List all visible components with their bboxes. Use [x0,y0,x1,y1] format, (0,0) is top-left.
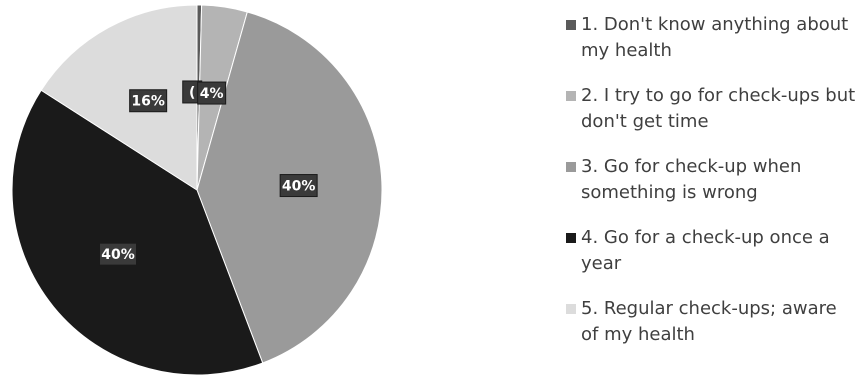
data-label-box-4 [99,242,138,266]
legend-item-4: 4. Go for a check-up once a year [566,225,858,296]
data-label-1: ( [182,80,203,104]
legend-item-3: 3. Go for check-up when something is wro… [566,154,858,225]
legend-label-3: 3. Go for check-up when something is wro… [581,156,802,203]
legend-item-2: 2. I try to go for check-ups but don't g… [566,83,858,154]
pie-slices [11,4,383,376]
legend-item-1: 1. Don't know anything about my health [566,12,858,83]
legend-label-5: 5. Regular check-ups; aware of my health [581,298,837,345]
legend-label-2: 2. I try to go for check-ups but don't g… [581,85,856,132]
legend-swatch-3 [566,162,576,172]
data-label-text-1: ( [189,85,195,101]
legend-item-5: 5. Regular check-ups; aware of my health [566,296,858,367]
data-label-text-5: 16% [131,94,165,110]
pie-slice-4 [11,89,264,376]
legend: 1. Don't know anything about my health 2… [566,12,858,367]
pie-chart: (4% 40% 40% 16% [11,4,383,376]
data-label-box-5 [129,89,168,113]
data-label-3: 40% [279,174,318,198]
legend-swatch-1 [566,20,576,30]
pie-data-labels: (4% 40% 40% 16% [99,80,318,266]
data-label-text-4: 40% [101,247,135,263]
data-label-box-3 [279,174,318,198]
data-label-box-2 [197,81,227,105]
pie-slice-5 [40,4,198,191]
legend-swatch-2 [566,91,576,101]
data-label-text-2: 4% [200,86,224,102]
data-label-4: 40% [99,242,138,266]
legend-swatch-4 [566,233,576,243]
legend-swatch-5 [566,304,576,314]
legend-label-1: 1. Don't know anything about my health [581,14,849,61]
data-label-text-3: 40% [282,179,316,195]
data-label-2: 4% [197,81,227,105]
legend-label-4: 4. Go for a check-up once a year [581,227,830,274]
data-label-5: 16% [129,89,168,113]
